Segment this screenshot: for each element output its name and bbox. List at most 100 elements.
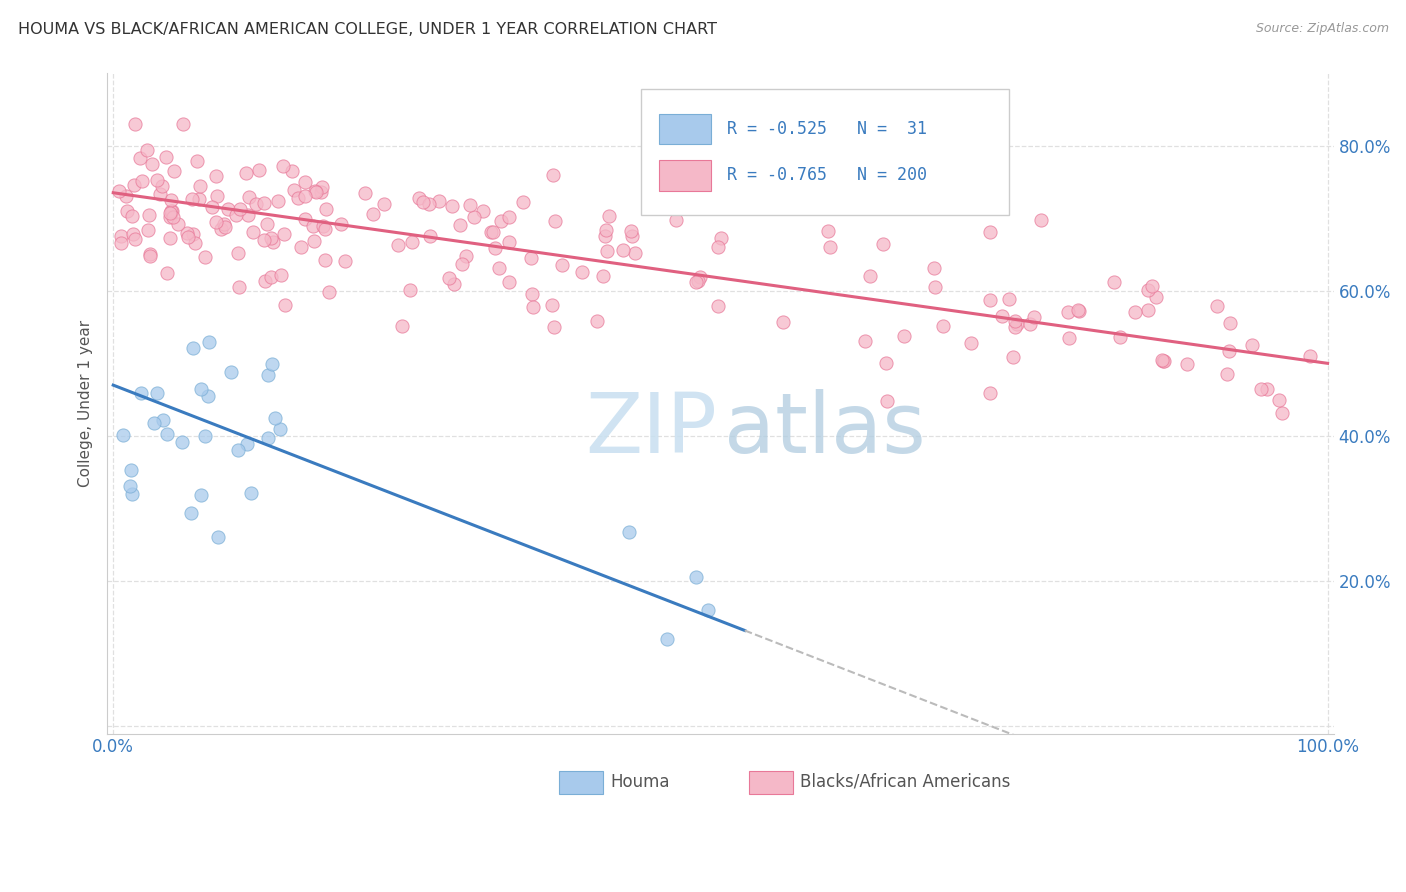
Point [354, 186, 377, 200]
Point [204, 214, 226, 228]
Point [1271, 406, 1294, 420]
Point [163, 164, 186, 178]
Point [122, 227, 145, 241]
Y-axis label: College, Under 1 year: College, Under 1 year [79, 319, 93, 487]
Point [458, 198, 481, 212]
Point [254, 273, 277, 287]
Point [267, 194, 290, 209]
Point [188, 178, 211, 193]
Point [998, 292, 1021, 306]
Point [520, 286, 543, 301]
Point [228, 280, 250, 294]
Point [593, 228, 616, 243]
Point [706, 299, 728, 313]
Point [115, 204, 138, 219]
Point [294, 212, 316, 227]
Point [685, 569, 707, 583]
Point [463, 210, 485, 224]
Point [311, 180, 333, 194]
Point [273, 298, 295, 312]
Point [212, 217, 235, 231]
Point [150, 178, 173, 193]
Point [312, 219, 335, 233]
Point [110, 235, 132, 250]
Point [283, 183, 305, 197]
Point [541, 298, 564, 312]
Point [273, 227, 295, 242]
Point [875, 355, 897, 369]
Point [481, 225, 503, 239]
Point [1219, 316, 1241, 330]
Point [238, 190, 260, 204]
Point [617, 524, 640, 539]
Point [889, 197, 911, 211]
Point [1004, 313, 1026, 327]
Point [330, 217, 353, 231]
Point [229, 202, 252, 216]
Point [1152, 353, 1174, 368]
Point [1104, 275, 1126, 289]
Point [138, 249, 160, 263]
Point [262, 235, 284, 249]
Point [650, 194, 672, 208]
Point [294, 188, 316, 202]
Point [115, 188, 138, 202]
Point [1268, 392, 1291, 407]
Point [143, 416, 166, 430]
Point [294, 175, 316, 189]
Point [412, 194, 434, 209]
Point [201, 200, 224, 214]
Point [139, 247, 162, 261]
Point [290, 239, 312, 253]
Point [160, 204, 183, 219]
Point [314, 221, 336, 235]
Point [141, 157, 163, 171]
FancyBboxPatch shape [641, 89, 1008, 215]
Point [315, 202, 337, 216]
Point [686, 274, 709, 288]
Text: HOUMA VS BLACK/AFRICAN AMERICAN COLLEGE, UNDER 1 YEAR CORRELATION CHART: HOUMA VS BLACK/AFRICAN AMERICAN COLLEGE,… [18, 22, 717, 37]
Point [194, 250, 217, 264]
Point [427, 194, 450, 208]
Point [512, 195, 534, 210]
Point [259, 269, 281, 284]
Point [818, 240, 841, 254]
Point [489, 214, 512, 228]
Point [387, 238, 409, 252]
Point [219, 365, 242, 379]
Point [162, 210, 184, 224]
Point [245, 196, 267, 211]
Point [979, 386, 1001, 401]
Text: R = -0.525   N =  31: R = -0.525 N = 31 [727, 120, 927, 138]
Point [665, 212, 688, 227]
Point [145, 173, 167, 187]
Point [1005, 317, 1028, 331]
Point [1152, 354, 1174, 368]
Point [204, 169, 226, 183]
Point [186, 153, 208, 168]
Point [655, 632, 678, 647]
Point [454, 249, 477, 263]
Point [443, 277, 465, 292]
Point [253, 233, 276, 247]
Point [183, 341, 205, 355]
Point [167, 217, 190, 231]
Point [1019, 317, 1042, 331]
Point [924, 280, 946, 294]
Point [247, 162, 270, 177]
Point [401, 235, 423, 249]
Point [1136, 303, 1159, 318]
Point [1153, 353, 1175, 368]
Point [155, 150, 177, 164]
Point [225, 208, 247, 222]
Text: Blacks/African Americans: Blacks/African Americans [800, 772, 1011, 790]
Point [484, 241, 506, 255]
Point [121, 209, 143, 223]
Point [1206, 299, 1229, 313]
Point [198, 334, 221, 349]
Point [269, 422, 291, 436]
Point [205, 188, 228, 202]
Point [207, 529, 229, 543]
Point [149, 187, 172, 202]
Point [287, 191, 309, 205]
